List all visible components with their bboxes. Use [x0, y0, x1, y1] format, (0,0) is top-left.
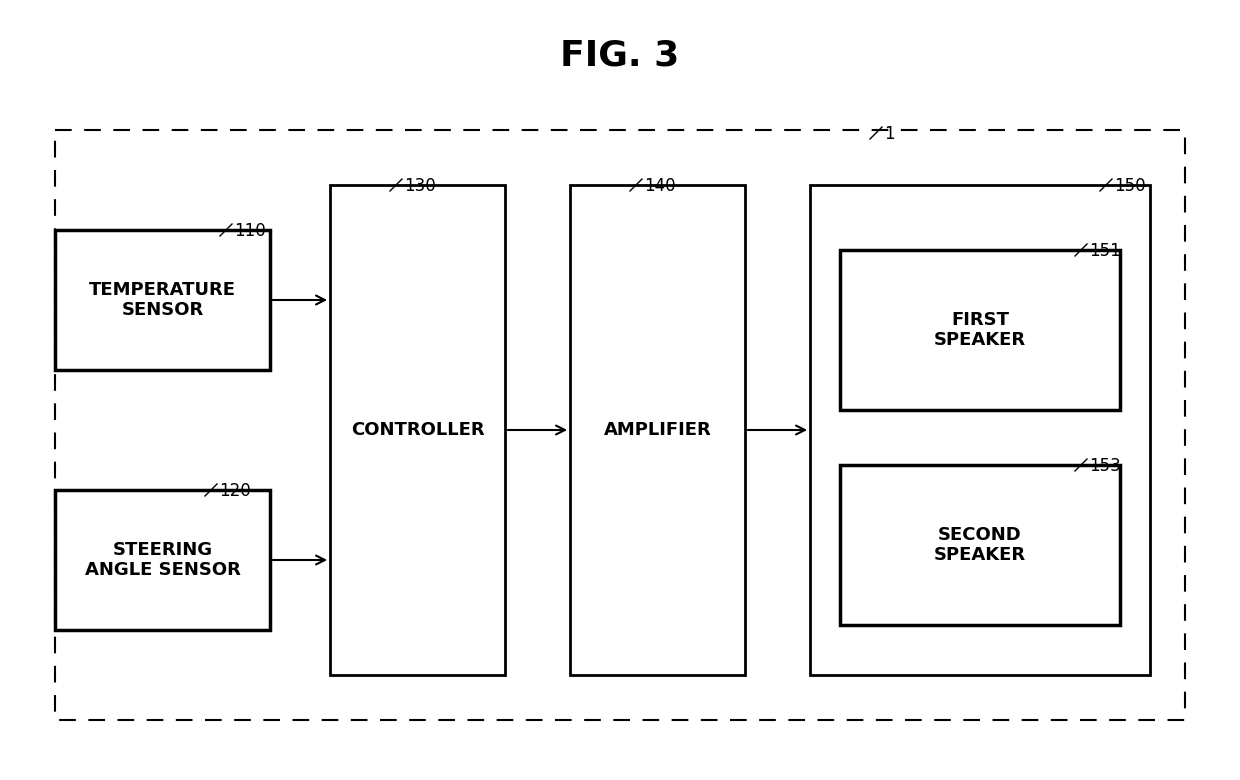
Bar — [55, 490, 270, 630]
Text: 1: 1 — [884, 125, 894, 143]
Text: FIRST
SPEAKER: FIRST SPEAKER — [934, 310, 1025, 349]
Text: 140: 140 — [644, 177, 676, 195]
Bar — [570, 185, 745, 675]
Text: 110: 110 — [234, 222, 265, 240]
Text: FIG. 3: FIG. 3 — [560, 38, 680, 72]
Text: SPEAKER: SPEAKER — [934, 251, 1025, 269]
Bar — [55, 130, 1185, 720]
Bar — [810, 185, 1149, 675]
Text: 130: 130 — [404, 177, 435, 195]
Bar — [839, 465, 1120, 625]
Text: SECOND
SPEAKER: SECOND SPEAKER — [934, 526, 1025, 565]
Text: 153: 153 — [1089, 457, 1121, 475]
Bar — [330, 185, 505, 675]
Text: AMPLIFIER: AMPLIFIER — [604, 421, 712, 439]
Bar — [839, 250, 1120, 410]
Bar — [55, 230, 270, 370]
Text: CONTROLLER: CONTROLLER — [351, 421, 485, 439]
Text: 150: 150 — [1114, 177, 1146, 195]
Text: STEERING
ANGLE SENSOR: STEERING ANGLE SENSOR — [84, 541, 241, 580]
Text: TEMPERATURE
SENSOR: TEMPERATURE SENSOR — [89, 281, 236, 319]
Text: 120: 120 — [219, 482, 250, 500]
Text: 151: 151 — [1089, 242, 1121, 260]
